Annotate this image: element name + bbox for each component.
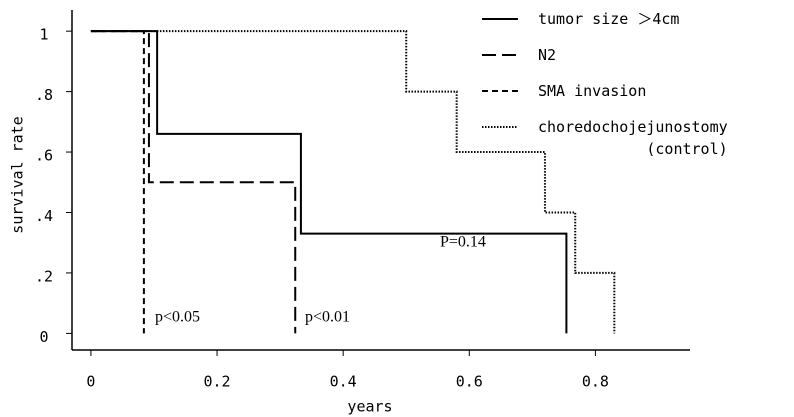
legend-entry: SMA invasion bbox=[480, 80, 728, 102]
legend-entry: N2 bbox=[480, 44, 728, 66]
survival-curve bbox=[90, 30, 145, 334]
x-tick-label: 0.2 bbox=[203, 373, 230, 391]
y-tick-label: 1 bbox=[39, 26, 48, 44]
legend-swatch bbox=[482, 126, 518, 128]
x-tick-label: 0.8 bbox=[582, 373, 609, 391]
legend: tumor size ＞4cm N2 SMA invasion choredochoj… bbox=[480, 8, 728, 174]
survival-curve bbox=[90, 30, 616, 334]
y-tick-label: 0 bbox=[39, 328, 48, 346]
annotation: P=0.14 bbox=[440, 234, 486, 251]
annotation: p<0.05 bbox=[155, 309, 200, 326]
legend-label: SMA invasion bbox=[538, 82, 647, 100]
x-axis-label: years bbox=[347, 398, 392, 416]
legend-entry: tumor size ＞4cm bbox=[480, 8, 728, 30]
legend-swatch bbox=[482, 90, 518, 92]
y-tick-label: .8 bbox=[35, 86, 53, 104]
y-tick-label: .2 bbox=[35, 267, 53, 285]
legend-label: N2 bbox=[538, 46, 557, 64]
survival-curve bbox=[90, 30, 297, 334]
x-tick-label: 0.4 bbox=[330, 373, 357, 391]
legend-swatch bbox=[482, 54, 518, 56]
legend-label: tumor size ＞4cm bbox=[538, 10, 680, 28]
x-tick-label: 0 bbox=[86, 373, 95, 391]
x-tick-label: 0.6 bbox=[456, 373, 483, 391]
annotation: p<0.01 bbox=[305, 309, 350, 326]
legend-entry: choredochojejunostomy (control) bbox=[480, 116, 728, 160]
y-tick-label: .6 bbox=[35, 147, 53, 165]
legend-label: choredochojejunostomy (control) bbox=[538, 118, 728, 158]
y-axis-label: survival rate bbox=[9, 116, 27, 233]
y-tick-label: .4 bbox=[35, 207, 53, 225]
legend-swatch bbox=[482, 18, 518, 20]
